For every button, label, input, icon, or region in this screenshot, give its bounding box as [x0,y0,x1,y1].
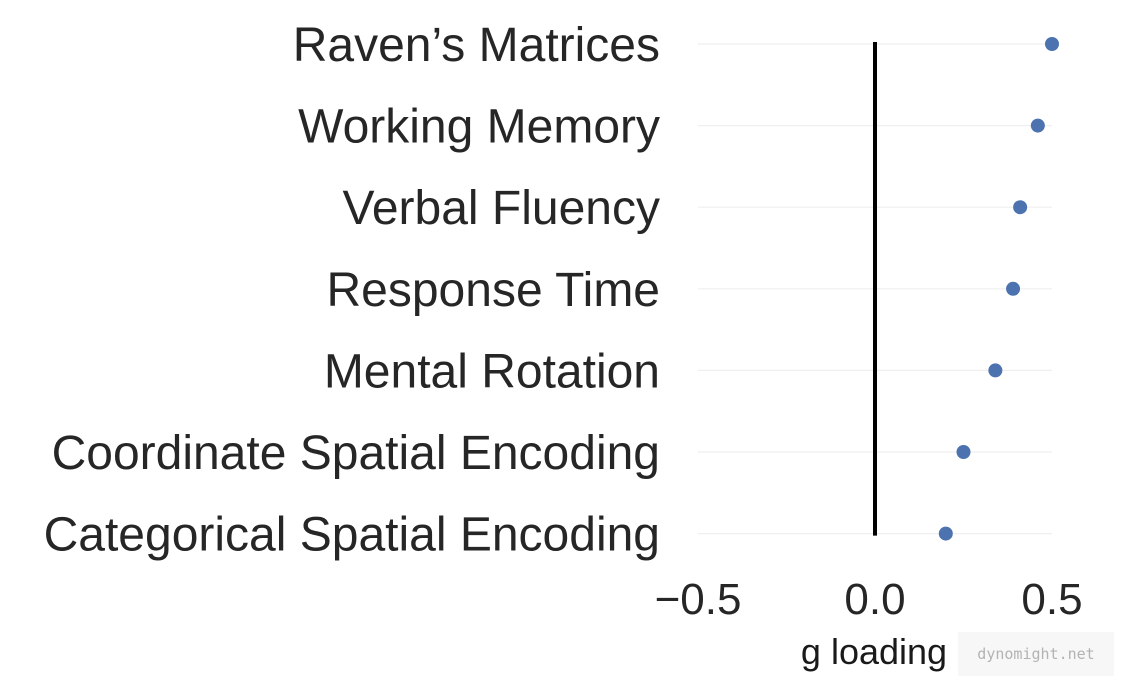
data-point [1030,118,1045,133]
x-tick-label: 0.5 [1021,575,1082,624]
category-label: Coordinate Spatial Encoding [52,427,660,480]
x-tick-label: −0.5 [655,575,742,624]
x-tick-labels: −0.5 0.0 0.5 [655,575,1083,624]
category-label: Raven’s Matrices [293,19,660,72]
category-label: Working Memory [298,101,660,154]
category-label: Response Time [327,264,661,317]
data-point [1006,281,1021,296]
category-label: Categorical Spatial Encoding [44,509,660,562]
data-point [988,363,1003,378]
x-axis-title: g loading [801,631,947,672]
watermark: dynomight.net [958,632,1114,676]
category-label: Mental Rotation [324,345,660,398]
data-point [938,526,953,541]
category-label: Verbal Fluency [342,182,660,235]
data-point [1013,200,1028,215]
x-tick-label: 0.0 [844,575,905,624]
category-labels: Raven’s Matrices Working Memory Verbal Flu… [44,19,660,562]
data-point [1045,37,1059,51]
data-points [938,37,1059,541]
data-point [956,445,971,459]
